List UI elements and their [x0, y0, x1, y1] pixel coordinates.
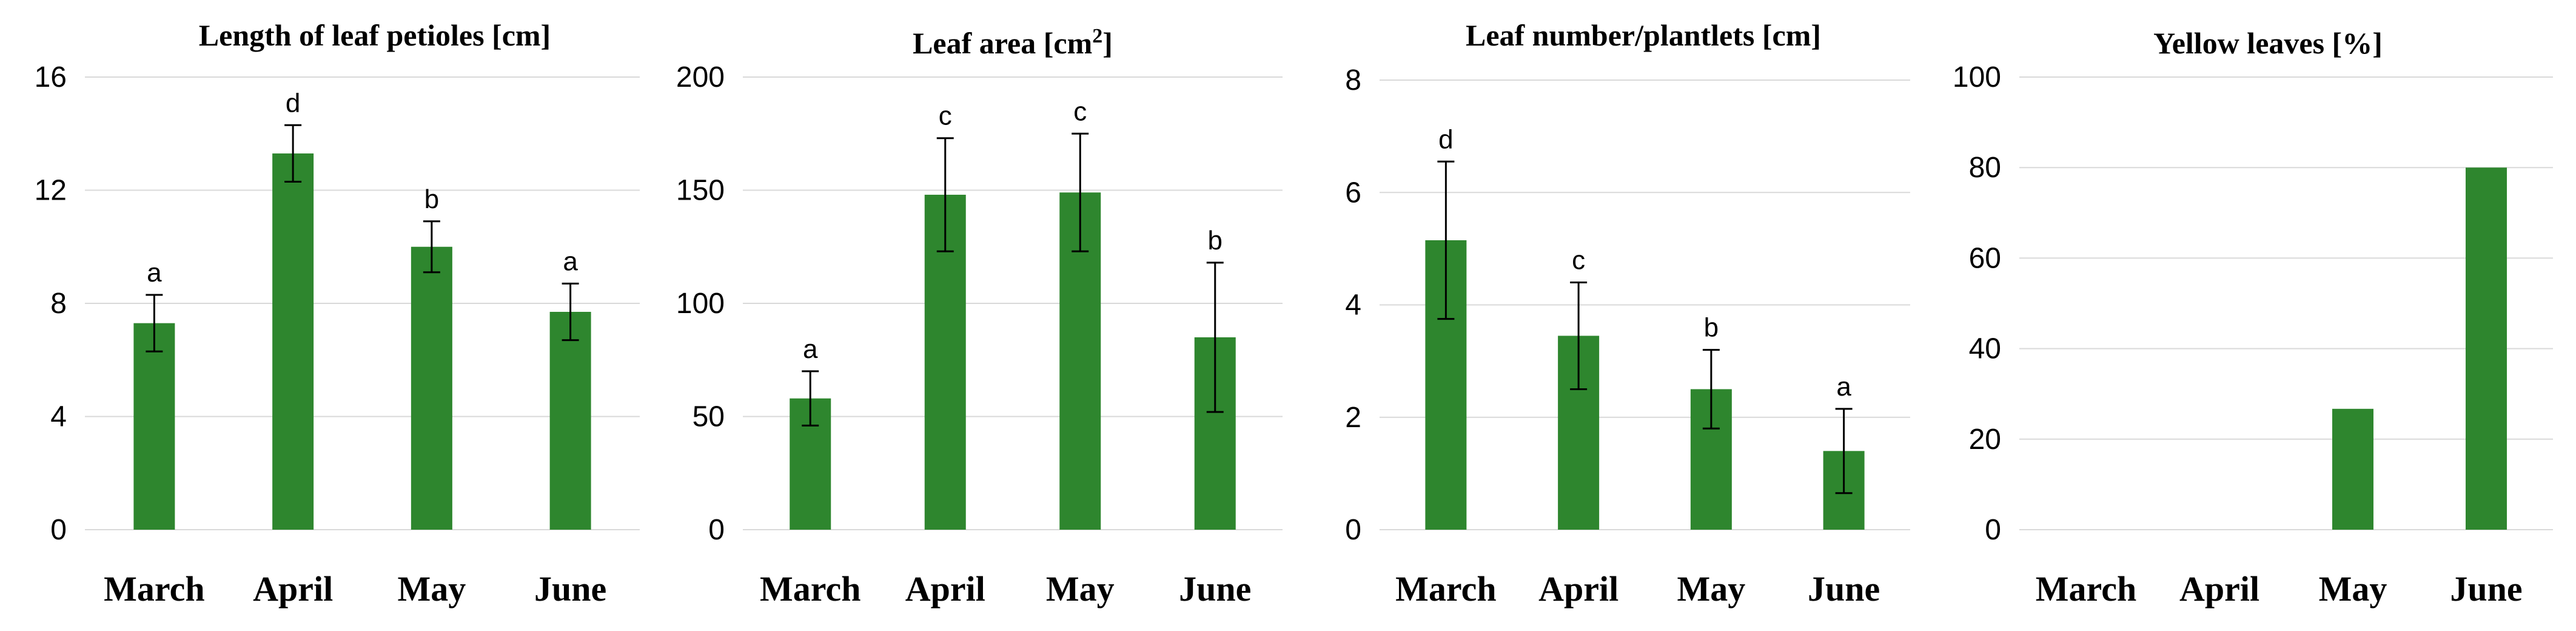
chart-panel-3: 0 2 4 6 8 Leaf number/plantlets [cm] d March c Ap… — [1345, 18, 1910, 609]
significance-letter: c — [1572, 245, 1585, 275]
category-label: March — [1395, 569, 1496, 609]
category-label: June — [534, 569, 606, 609]
chart-panel-1: 0 4 8 12 16 Length of leaf petioles [cm] a Marc… — [35, 18, 640, 609]
y-tick-label: 4 — [1345, 289, 1361, 322]
chart-panel-2: 0 50 100 150 200 Leaf area [cm2] a March c April c… — [676, 25, 1283, 609]
category-label: May — [398, 569, 466, 609]
significance-letter: b — [1208, 226, 1223, 255]
category-label: June — [1179, 569, 1251, 609]
y-tick-label: 6 — [1345, 177, 1361, 209]
category-label: March — [760, 569, 860, 609]
significance-letter: a — [563, 246, 578, 276]
category-label: April — [2179, 569, 2259, 609]
chart-title: Leaf number/plantlets [cm] — [1466, 18, 1821, 52]
chart-title-text: Leaf area [cm — [913, 26, 1092, 60]
significance-letter: d — [1438, 124, 1453, 154]
y-tick-label: 150 — [676, 175, 725, 207]
significance-letter: c — [939, 101, 952, 131]
category-label: April — [905, 569, 985, 609]
y-tick-label: 8 — [1345, 64, 1361, 96]
category-label: June — [2450, 569, 2522, 609]
significance-letter: b — [424, 184, 439, 214]
chart-title: Length of leaf petioles [cm] — [199, 18, 551, 52]
y-tick-label: 200 — [676, 61, 725, 93]
bar-march — [133, 323, 175, 530]
significance-letter: d — [286, 88, 300, 118]
y-tick-label: 100 — [676, 288, 725, 320]
y-tick-label: 50 — [693, 401, 725, 433]
chart-title-superscript: 2 — [1092, 25, 1102, 47]
significance-letter: a — [803, 334, 818, 364]
y-tick-label: 0 — [708, 514, 725, 546]
bar-june — [549, 311, 591, 530]
chart-title: Leaf area [cm2] — [913, 25, 1113, 60]
chart-title-text: Yellow leaves [%] — [2153, 26, 2383, 60]
bar-may — [411, 246, 452, 530]
category-label: April — [253, 569, 333, 609]
category-label: May — [1046, 569, 1115, 609]
y-tick-label: 60 — [1969, 242, 2001, 274]
significance-letter: a — [1836, 372, 1851, 402]
significance-letter: b — [1704, 313, 1719, 343]
y-tick-label: 100 — [1953, 61, 2001, 93]
chart-title-suffix: ] — [1102, 26, 1113, 60]
y-tick-label: 20 — [1969, 423, 2001, 456]
category-label: May — [2319, 569, 2387, 609]
y-tick-label: 12 — [35, 175, 67, 207]
category-label: May — [1677, 569, 1746, 609]
y-tick-label: 2 — [1345, 402, 1361, 434]
chart-title-text: Leaf number/plantlets [cm] — [1466, 18, 1821, 52]
category-label: April — [1538, 569, 1618, 609]
category-label: March — [2036, 569, 2136, 609]
chart-panel-4: 0 20 40 60 80 100 Yellow leaves [%] March April M… — [1953, 26, 2553, 609]
category-label: June — [1808, 569, 1880, 609]
category-label: March — [104, 569, 204, 609]
y-tick-label: 0 — [50, 514, 67, 546]
bar-may — [2332, 408, 2373, 530]
significance-letter: a — [147, 258, 162, 288]
chart-title: Yellow leaves [%] — [2153, 26, 2383, 60]
y-tick-label: 4 — [50, 401, 67, 433]
y-tick-label: 0 — [1345, 514, 1361, 546]
y-tick-label: 80 — [1969, 152, 2001, 184]
significance-letter: c — [1073, 96, 1087, 126]
y-tick-label: 8 — [50, 288, 67, 320]
bar-april — [272, 153, 314, 530]
bar-june — [2466, 167, 2507, 530]
y-tick-label: 16 — [35, 61, 67, 93]
y-tick-label: 40 — [1969, 333, 2001, 365]
chart-title-text: Length of leaf petioles [cm] — [199, 18, 551, 52]
y-tick-label: 0 — [1985, 514, 2001, 546]
